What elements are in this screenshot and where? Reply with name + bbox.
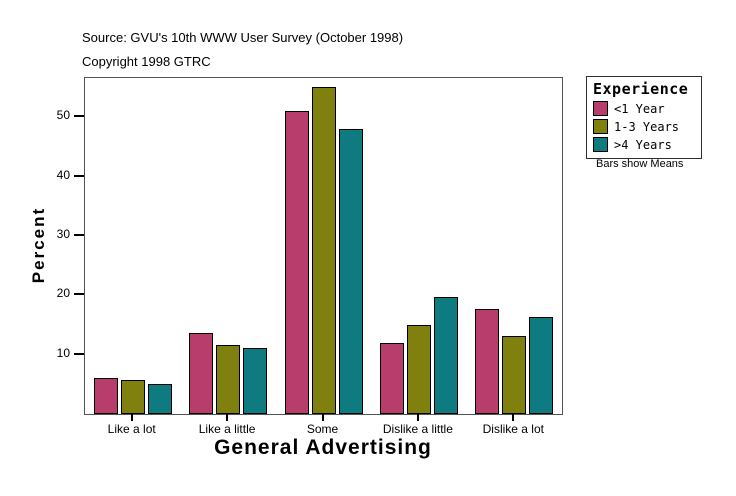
- legend-swatch: [593, 101, 608, 116]
- legend-item-label: >4 Years: [614, 137, 672, 152]
- y-tick-label: 40: [56, 167, 70, 182]
- plot-area: [84, 77, 563, 415]
- legend-item: <1 Year: [593, 101, 696, 116]
- x-category-label: Like a lot: [107, 422, 156, 436]
- y-tick-mark: [74, 293, 84, 296]
- y-tick-mark: [74, 115, 84, 118]
- x-tick-mark: [512, 414, 515, 421]
- y-tick-label: 50: [56, 108, 70, 123]
- bar: [216, 345, 241, 414]
- y-tick-mark: [74, 174, 84, 177]
- bar: [406, 325, 431, 414]
- bar: [147, 384, 172, 414]
- bar-group: [189, 333, 268, 414]
- y-tick-mark: [74, 352, 84, 355]
- y-tick-label: 10: [56, 345, 70, 360]
- x-tick-mark: [321, 414, 324, 421]
- legend-swatch: [593, 137, 608, 152]
- legend-footnote: Bars show Means: [596, 158, 684, 170]
- legend: Experience <1 Year 1-3 Years >4 Years: [586, 76, 702, 159]
- copyright-note: Copyright 1998 GTRC: [82, 54, 211, 69]
- legend-item: 1-3 Years: [593, 119, 696, 134]
- legend-items: <1 Year 1-3 Years >4 Years: [593, 101, 696, 152]
- legend-item: >4 Years: [593, 137, 696, 152]
- bar: [243, 348, 268, 414]
- legend-item-label: 1-3 Years: [614, 119, 680, 134]
- legend-title: Experience: [593, 80, 689, 98]
- bar: [475, 309, 500, 414]
- bar-group: [379, 297, 458, 414]
- source-note: Source: GVU's 10th WWW User Survey (Octo…: [82, 30, 404, 45]
- bar: [502, 336, 527, 414]
- bar: [189, 333, 214, 414]
- x-category-label: Like a little: [198, 422, 256, 436]
- x-axis-title: General Advertising: [214, 436, 432, 459]
- bar: [120, 380, 145, 414]
- x-tick-mark: [226, 414, 229, 421]
- bar-group: [475, 309, 554, 414]
- y-axis-title: Percent: [29, 206, 48, 284]
- y-tick-label: 20: [56, 286, 70, 301]
- y-tick-label: 30: [56, 226, 70, 241]
- x-tick-mark: [130, 414, 133, 421]
- y-tick-mark: [74, 233, 84, 236]
- bar: [433, 297, 458, 414]
- bar: [529, 317, 554, 414]
- x-tick-mark: [416, 414, 419, 421]
- legend-item-label: <1 Year: [614, 101, 665, 116]
- bar-group: [93, 378, 172, 414]
- bar: [338, 129, 363, 414]
- bar: [379, 343, 404, 414]
- x-category-label: Dislike a little: [382, 422, 453, 436]
- legend-swatch: [593, 119, 608, 134]
- x-category-label: Some: [306, 422, 339, 436]
- bar: [284, 111, 309, 414]
- bar-group: [284, 87, 363, 414]
- bar: [311, 87, 336, 414]
- bar: [93, 378, 118, 414]
- x-category-label: Dislike a lot: [482, 422, 544, 436]
